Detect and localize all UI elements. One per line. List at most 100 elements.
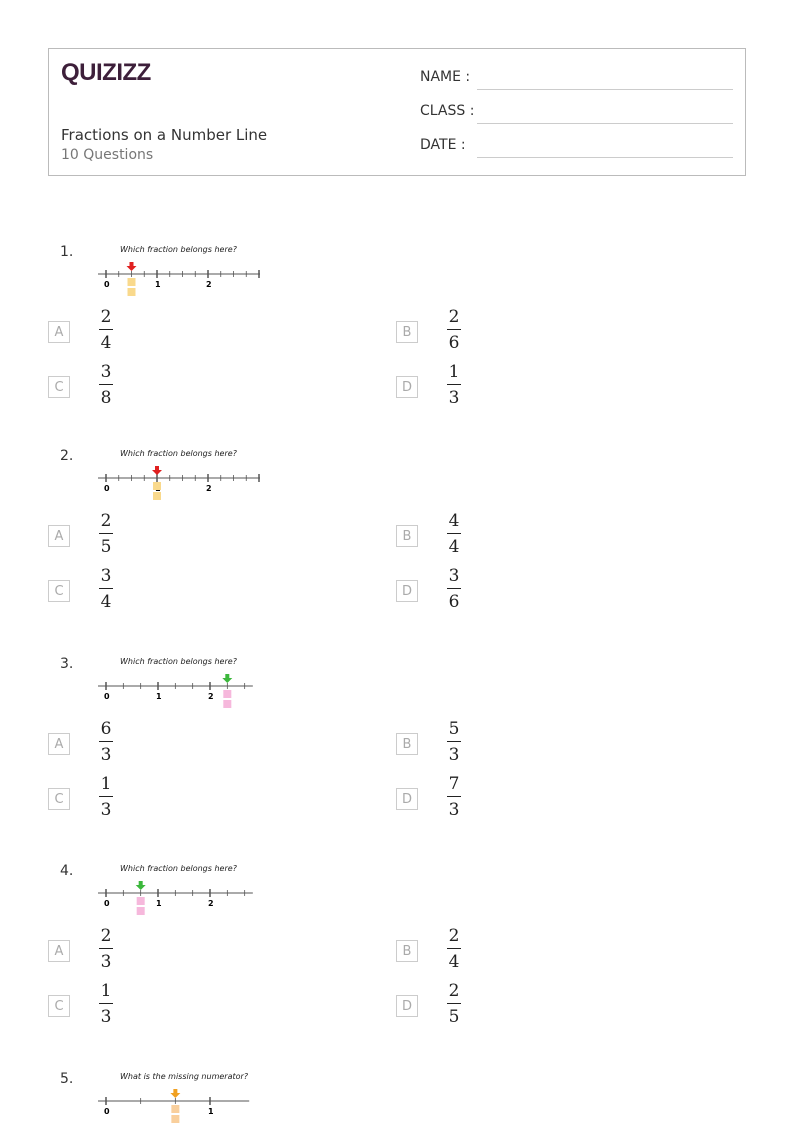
option-letter-d[interactable]: D (396, 788, 418, 810)
number-line-label: 1 (156, 692, 162, 701)
option-letter-d[interactable]: D (396, 376, 418, 398)
number-line-label: 0 (104, 484, 110, 493)
denominator: 6 (448, 333, 460, 353)
option-letter-a[interactable]: A (48, 525, 70, 547)
denominator: 5 (448, 1007, 460, 1027)
fraction-bar (447, 796, 461, 797)
fraction-bar (447, 1003, 461, 1004)
option-letter-b[interactable]: B (396, 940, 418, 962)
fraction-bar (447, 948, 461, 949)
option-letter-c[interactable]: C (48, 788, 70, 810)
number-line-prompt: Which fraction belongs here? (120, 449, 238, 458)
number-line-label: 0 (104, 899, 110, 908)
option-letter-a[interactable]: A (48, 733, 70, 755)
arrow-marker-icon (170, 1089, 181, 1098)
fraction-box (171, 1115, 180, 1123)
number-line-label: 0 (104, 692, 110, 701)
numerator: 2 (448, 981, 460, 1001)
option-letter-c[interactable]: C (48, 995, 70, 1017)
option-letter-a[interactable]: A (48, 321, 70, 343)
numerator: 5 (448, 719, 460, 739)
question-number: 1. (60, 244, 74, 260)
fraction-box (136, 907, 145, 915)
quizizz-logo: QUIZIZZ (61, 59, 151, 86)
numerator: 1 (100, 774, 112, 794)
fraction-box (127, 278, 136, 286)
fraction-bar (447, 741, 461, 742)
denominator: 3 (448, 388, 460, 408)
fraction-bar (99, 741, 113, 742)
numerator: 2 (100, 926, 112, 946)
fraction-bar (447, 329, 461, 330)
number-line-label: 1 (208, 1107, 214, 1116)
numerator: 2 (448, 926, 460, 946)
number-line-image: Which fraction belongs here? 0 1 2 (98, 864, 253, 915)
denominator: 4 (100, 592, 112, 612)
class-field[interactable]: CLASS : (420, 103, 733, 124)
arrow-marker-icon (126, 262, 137, 271)
option-letter-a[interactable]: A (48, 940, 70, 962)
option-letter-c[interactable]: C (48, 580, 70, 602)
denominator: 6 (448, 592, 460, 612)
numerator: 2 (448, 307, 460, 327)
option-letter-b[interactable]: B (396, 733, 418, 755)
fraction-bar (99, 533, 113, 534)
numerator: 3 (448, 566, 460, 586)
arrow-marker-icon (222, 674, 233, 683)
denominator: 3 (100, 1007, 112, 1027)
arrow-marker-icon (135, 881, 146, 890)
numerator: 1 (448, 362, 460, 382)
fraction-box (153, 492, 161, 500)
numerator: 3 (100, 362, 112, 382)
denominator: 4 (100, 333, 112, 353)
name-label: NAME : (420, 69, 471, 85)
fraction-bar (447, 533, 461, 534)
number-line-label: 2 (206, 280, 212, 289)
fraction-bar (99, 948, 113, 949)
number-line-prompt: Which fraction belongs here? (120, 657, 238, 666)
option-letter-d[interactable]: D (396, 580, 418, 602)
number-line-prompt: Which fraction belongs here? (120, 864, 238, 873)
fraction-bar (99, 588, 113, 589)
number-line-image: Which fraction belongs here? 0 1 2 (98, 245, 260, 296)
name-field[interactable]: NAME : (420, 69, 733, 90)
number-line-label: 0 (104, 1107, 110, 1116)
denominator: 3 (100, 800, 112, 820)
denominator: 3 (448, 800, 460, 820)
number-line-label: 1 (155, 280, 161, 289)
option-letter-b[interactable]: B (396, 321, 418, 343)
date-field[interactable]: DATE : (420, 137, 733, 158)
option-letter-d[interactable]: D (396, 995, 418, 1017)
denominator: 3 (448, 745, 460, 765)
question-number: 4. (60, 863, 74, 879)
question-number: 5. (60, 1071, 74, 1087)
option-letter-b[interactable]: B (396, 525, 418, 547)
question-count: 10 Questions (61, 147, 154, 163)
arrow-marker-icon (152, 466, 162, 475)
number-line-label: 1 (156, 899, 162, 908)
number-line-label: 2 (208, 899, 214, 908)
denominator: 3 (100, 952, 112, 972)
denominator: 4 (448, 952, 460, 972)
worksheet-header: QUIZIZZ Fractions on a Number Line 10 Qu… (48, 48, 746, 176)
fraction-box (127, 288, 136, 296)
fraction-bar (99, 384, 113, 385)
fraction-bar (447, 588, 461, 589)
option-letter-c[interactable]: C (48, 376, 70, 398)
